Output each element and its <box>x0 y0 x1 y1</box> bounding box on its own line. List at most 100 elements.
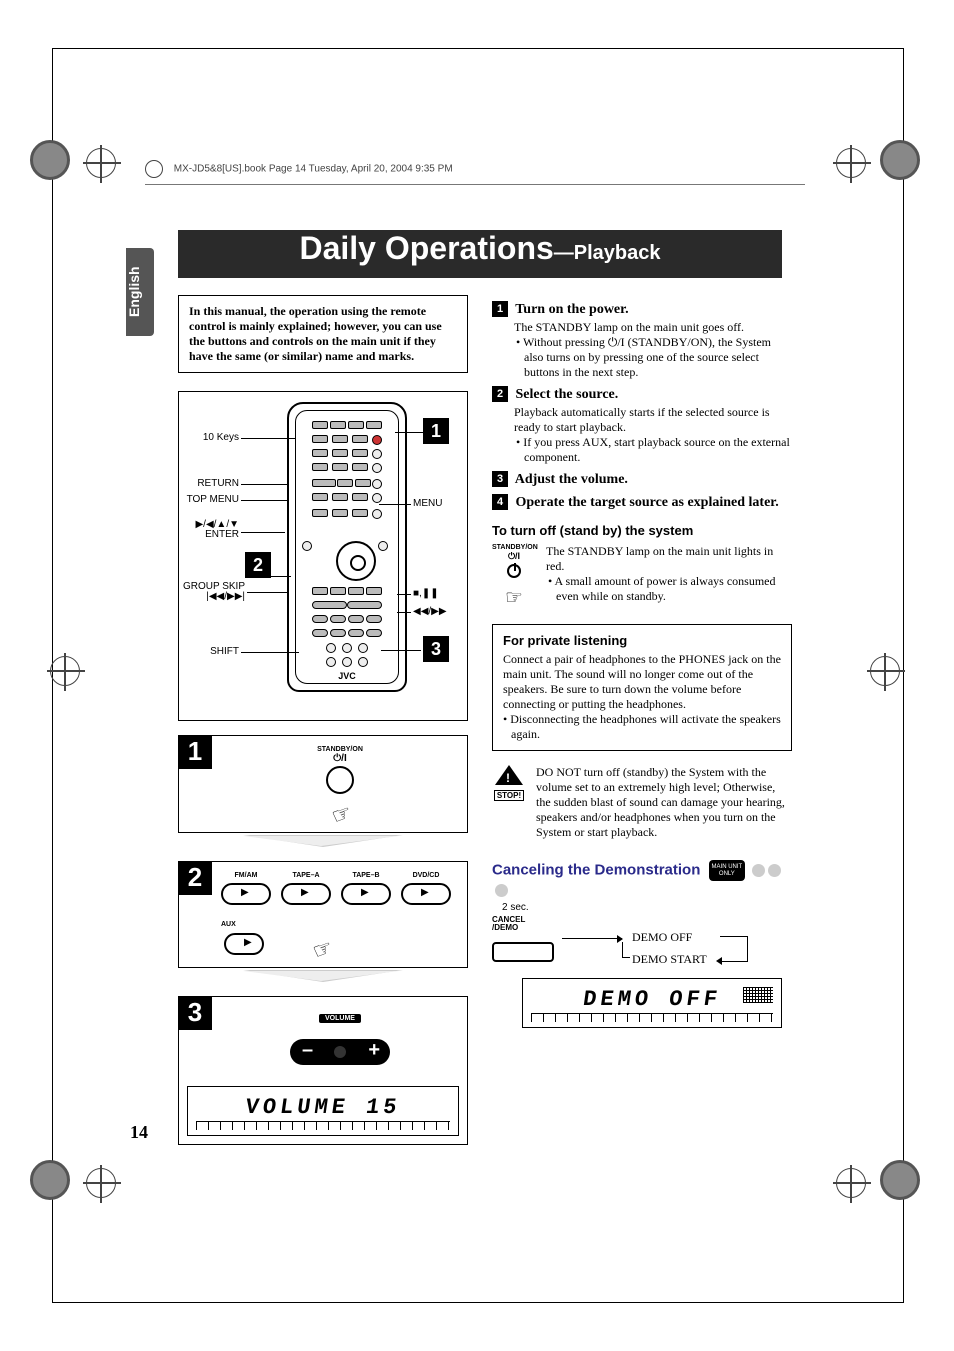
private-heading: For private listening <box>503 633 781 648</box>
demo-diagram: 2 sec. CANCEL /DEMO DEMO OFF DEMO START … <box>492 908 792 1018</box>
step-3-panel: 3 VOLUME VOLUME 15 <box>178 996 468 1145</box>
private-body: Connect a pair of headphones to the PHON… <box>503 652 781 712</box>
lcd-display: VOLUME 15 <box>187 1086 459 1136</box>
label-menu: MENU <box>413 498 463 509</box>
step-1-num: 1 <box>178 735 212 769</box>
left-column: In this manual, the operation using the … <box>178 295 468 1145</box>
src-btn-icon <box>341 883 391 905</box>
src-dvdcd: DVD/CD <box>398 872 454 879</box>
lcd-grid-icon <box>743 987 773 1003</box>
src-aux: AUX <box>221 921 236 928</box>
loop-arrow <box>720 936 748 962</box>
right-column: 1 Turn on the power. The STANDBY lamp on… <box>492 295 792 1018</box>
hold-duration: 2 sec. <box>502 902 529 913</box>
header-text: MX-JD5&8[US].book Page 14 Tuesday, April… <box>174 164 453 175</box>
lcd-display: DEMO OFF <box>522 978 782 1028</box>
hand-pointer-icon: ☞ <box>492 585 536 610</box>
step3-title: Adjust the volume. <box>515 472 628 487</box>
flow-arrow <box>178 970 468 982</box>
label-return: RETURN <box>179 478 239 489</box>
remote-inner: JVC <box>295 410 399 684</box>
volume-label: VOLUME <box>319 1014 361 1023</box>
crop-mark <box>870 656 900 686</box>
volume-rocker-icon <box>290 1039 390 1065</box>
step2-title: Select the source. <box>516 387 619 402</box>
private-listening-box: For private listening Connect a pair of … <box>492 624 792 751</box>
step4-heading: 4 Operate the target source as explained… <box>492 494 792 511</box>
title-sub: —Playback <box>554 242 661 264</box>
reg-mark <box>30 1160 70 1200</box>
lcd-ruler-icon <box>531 1013 773 1023</box>
turnoff-heading: To turn off (stand by) the system <box>492 523 792 538</box>
crop-mark <box>836 1168 866 1198</box>
main-unit-badge: MAIN UNIT ONLY <box>709 860 746 881</box>
step-3-num: 3 <box>178 996 212 1030</box>
src-fmam: FM/AM <box>218 872 274 879</box>
src-tapea: TAPE–A <box>278 872 334 879</box>
crop-mark <box>50 656 80 686</box>
label-shift: SHIFT <box>179 646 239 657</box>
cancel-demo-btn-label: CANCEL /DEMO <box>492 916 525 932</box>
lcd-text: VOLUME 15 <box>186 1095 460 1120</box>
label-rewff: ◀◀/▶▶ <box>413 606 459 617</box>
standby-icon-block: STANDBY/ON ⏻/I ☞ <box>492 544 536 610</box>
demo-start-label: DEMO START <box>632 952 707 967</box>
src-btn-icon <box>401 883 451 905</box>
step1-num: 1 <box>492 301 508 317</box>
page-title-bar: Daily Operations—Playback <box>178 230 782 278</box>
stop-warning-icon: STOP! <box>492 765 526 803</box>
step4-num: 4 <box>492 494 508 510</box>
turnoff-body: The STANDBY lamp on the main unit lights… <box>546 544 784 604</box>
power-icon <box>507 564 521 578</box>
intro-note: In this manual, the operation using the … <box>178 295 468 373</box>
label-playpause: ■,❚❚ <box>413 588 453 599</box>
private-bullet: • Disconnecting the headphones will acti… <box>503 712 781 742</box>
jog-dial-icon <box>336 541 376 581</box>
step-1-panel: 1 STANDBY/ON ⏻/I ☞ <box>178 735 468 833</box>
warning-text: DO NOT turn off (standby) the System wit… <box>536 765 786 840</box>
page-number: 14 <box>130 1122 148 1143</box>
arrow-icon <box>562 938 622 939</box>
src-btn-icon <box>224 933 264 955</box>
hand-pointer-icon: ☞ <box>309 934 336 965</box>
power-button-icon <box>326 766 354 794</box>
step2-body: Playback automatically starts if the sel… <box>514 405 792 465</box>
callout-2: 2 <box>245 552 271 578</box>
step2-heading: 2 Select the source. <box>492 386 792 403</box>
power-glyph: ⏻/I <box>223 753 457 764</box>
crop-mark <box>86 148 116 178</box>
remote-brand: JVC <box>296 671 398 681</box>
step1-body: The STANDBY lamp on the main unit goes o… <box>514 320 792 380</box>
label-enter: ▶/◀/▲/▼ ENTER <box>179 520 239 540</box>
src-btn-icon <box>281 883 331 905</box>
title-main: Daily Operations <box>299 230 553 266</box>
language-tab: English <box>126 248 154 336</box>
remote-diagram: JVC 10 Keys RETURN TOP MENU ▶/◀/▲/▼ ENTE… <box>178 391 468 721</box>
step1-title: Turn on the power. <box>515 302 628 317</box>
step1-heading: 1 Turn on the power. <box>492 301 792 318</box>
loop-arrow <box>622 942 623 958</box>
step-2-panel: 2 FM/AM TAPE–A TAPE–B DVD/CD <box>178 861 468 968</box>
book-icon <box>145 160 163 178</box>
book-header: MX-JD5&8[US].book Page 14 Tuesday, April… <box>145 160 805 185</box>
step3-num: 3 <box>492 471 508 487</box>
cancel-demo-heading: Canceling the Demonstration MAIN UNIT ON… <box>492 860 792 898</box>
crop-mark <box>86 1168 116 1198</box>
src-btn-icon <box>221 883 271 905</box>
step2-num: 2 <box>492 386 508 402</box>
reg-mark <box>880 1160 920 1200</box>
label-topmenu: TOP MENU <box>179 494 239 505</box>
flow-arrow <box>178 835 468 847</box>
loop-arrow <box>622 957 630 958</box>
label-groupskip: GROUP SKIP |◀◀/▶▶| <box>179 582 245 602</box>
remote-outline: JVC <box>287 402 407 692</box>
src-tapeb: TAPE–B <box>338 872 394 879</box>
crop-mark <box>836 148 866 178</box>
cancel-demo-button-icon <box>492 942 554 962</box>
lcd-ruler-icon <box>196 1121 450 1131</box>
callout-1: 1 <box>423 418 449 444</box>
label-10keys: 10 Keys <box>179 432 239 443</box>
hand-pointer-icon: ☞ <box>328 799 355 830</box>
source-row: FM/AM TAPE–A TAPE–B DVD/CD <box>215 872 457 907</box>
arrowhead-icon <box>716 957 722 965</box>
